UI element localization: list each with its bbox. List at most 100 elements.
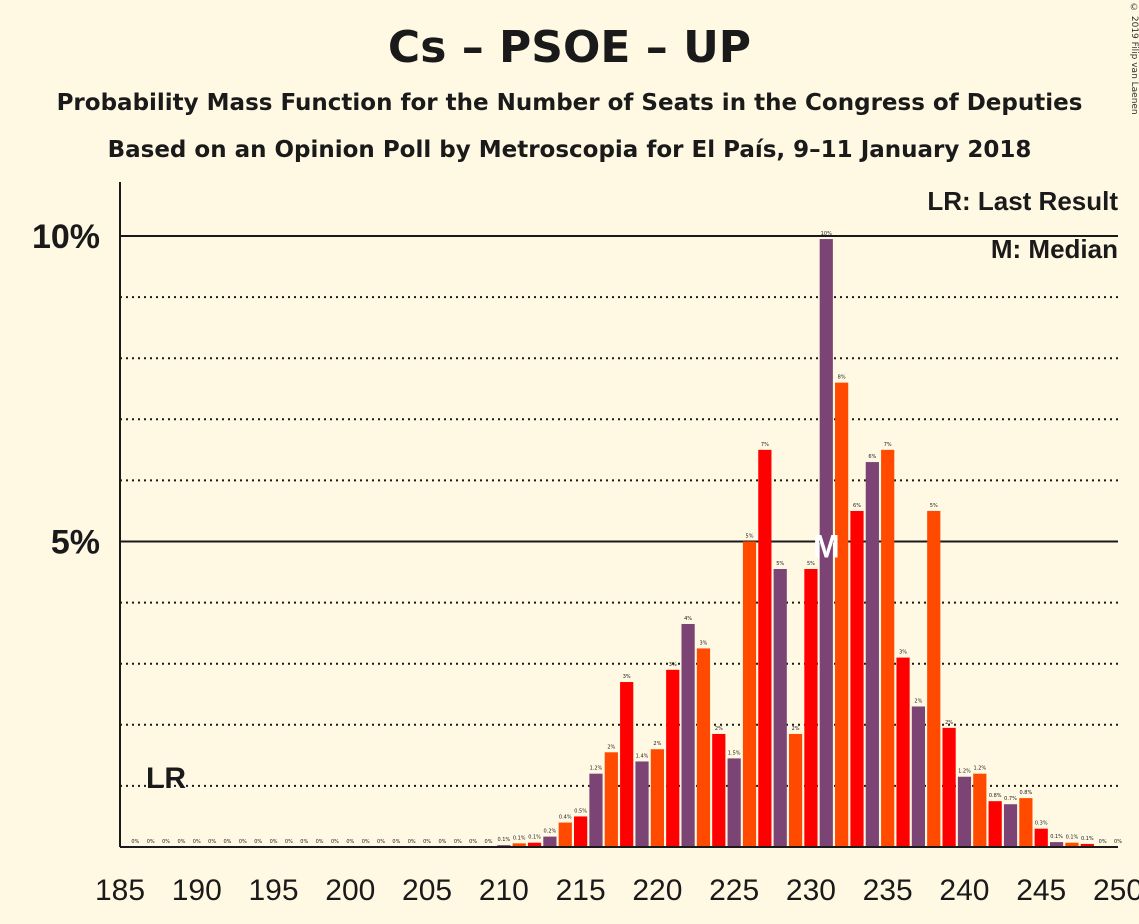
bar-label: 0% (162, 839, 170, 845)
gridlines (120, 235, 1118, 787)
x-tick-label: 205 (402, 874, 452, 907)
bar-label: 0% (177, 839, 185, 845)
bar-seat-222 (681, 623, 695, 847)
bar-seat-224 (712, 733, 726, 847)
bar-seat-231 (819, 239, 833, 847)
bar-seat-237 (911, 706, 926, 847)
bar-seat-228 (773, 568, 787, 847)
bar-seat-211 (512, 843, 526, 847)
bar-seat-225 (727, 758, 741, 847)
bar-label: 0% (1114, 839, 1122, 845)
bar-label: 1.2% (958, 769, 971, 775)
last-result-marker: LR (146, 762, 186, 795)
x-tick-label: 240 (939, 874, 989, 907)
bar-label: 0.1% (528, 835, 541, 841)
bar-label: 0% (454, 839, 462, 845)
median-marker: M (813, 529, 840, 565)
bar-label: 3% (699, 640, 707, 646)
bar-label: 0% (408, 839, 416, 845)
chart-subtitle: Probability Mass Function for the Number… (56, 90, 1083, 116)
bar-label: 0% (423, 839, 431, 845)
bar-seat-247 (1065, 842, 1079, 847)
bar-seat-215 (574, 816, 588, 847)
bar-seat-232 (835, 382, 849, 847)
bar-seat-241 (973, 773, 987, 847)
bar-seat-219 (635, 761, 649, 847)
x-tick-label: 225 (709, 874, 759, 907)
bar-label: 1.4% (636, 753, 649, 759)
bar-value-labels: 0% 0% 0% 0% 0% 0% 0% 0% 0% 0% 0% 0% 0% 0% 0% 0% 0% 0% 0% 0%… (131, 231, 1122, 845)
bar-seat-223 (696, 648, 711, 847)
bar-label: 3% (899, 650, 907, 656)
bar-seat-233 (850, 510, 864, 847)
bar-label: 0% (469, 839, 477, 845)
x-tick-label: 235 (863, 874, 913, 907)
bar-label: 0.7% (1004, 796, 1017, 802)
bar-seat-236 (896, 657, 910, 847)
bar-seat-239 (942, 727, 956, 847)
bar-seat-248 (1080, 843, 1094, 847)
x-tick-label: 195 (249, 874, 299, 907)
bars (497, 239, 1094, 847)
bar-label: 0% (193, 839, 201, 845)
bar-seat-229 (788, 733, 803, 847)
bar-label: 0.8% (1020, 790, 1033, 796)
x-tick-label: 230 (786, 874, 836, 907)
chart-source-subtitle: Based on an Opinion Poll by Metroscopia … (107, 137, 1032, 163)
copyright-notice: © 2019 Filip van Laenen (1129, 3, 1139, 115)
bar-label: 0.2% (544, 829, 557, 835)
bar-label: 0% (254, 839, 262, 845)
bar-seat-246 (1049, 842, 1064, 847)
bar-label: 5% (776, 561, 784, 567)
bar-label: 0% (270, 839, 278, 845)
bar-label: 0% (346, 839, 354, 845)
x-tick-label: 185 (95, 874, 145, 907)
bar-label: 8% (838, 375, 846, 381)
x-tick-label: 220 (632, 874, 682, 907)
bar-seat-234 (865, 462, 879, 847)
axes (119, 182, 1118, 848)
bar-label: 0% (392, 839, 400, 845)
bar-seat-242 (988, 801, 1002, 847)
bar-label: 6% (853, 503, 861, 509)
bar-label: 2% (607, 744, 615, 750)
bar-label: 3% (623, 674, 631, 680)
bar-label: 2% (715, 726, 723, 732)
bar-label: 0% (1099, 839, 1107, 845)
bar-seat-230 (804, 568, 818, 847)
bar-label: 0.1% (1066, 835, 1079, 841)
bar-label: 2% (792, 726, 800, 732)
bar-seat-212 (527, 842, 542, 847)
x-tick-label: 210 (479, 874, 529, 907)
bar-label: 0% (331, 839, 339, 845)
y-tick-labels: 5% 10% (32, 218, 100, 562)
bar-seat-213 (543, 836, 557, 847)
bar-seat-218 (620, 682, 634, 847)
bar-seat-227 (758, 449, 772, 847)
bar-label: 0% (239, 839, 247, 845)
legend-median: M: Median (991, 234, 1118, 264)
bar-label: 3% (669, 662, 677, 668)
bar-label: 0.8% (989, 793, 1002, 799)
bar-label: 0.1% (1081, 836, 1094, 842)
bar-label: 0.1% (513, 835, 526, 841)
bar-label: 0% (362, 839, 370, 845)
bar-seat-238 (927, 510, 941, 847)
bar-label: 5% (930, 503, 938, 509)
bar-label: 0% (224, 839, 232, 845)
x-tick-label: 190 (172, 874, 222, 907)
x-tick-label: 215 (556, 874, 606, 907)
bar-seat-221 (666, 669, 680, 847)
bar-seat-214 (558, 822, 572, 847)
bar-label: 0% (485, 839, 493, 845)
bar-seat-245 (1034, 828, 1048, 847)
bar-label: 6% (868, 454, 876, 460)
bar-label: 5% (746, 534, 754, 540)
chart-title: Cs – PSOE – UP (387, 22, 752, 73)
bar-label: 1.5% (728, 750, 741, 756)
y-tick-label: 5% (51, 524, 100, 562)
bar-label: 0% (285, 839, 293, 845)
bar-label: 5% (807, 561, 815, 567)
bar-label: 0% (147, 839, 155, 845)
bar-label: 2% (914, 698, 922, 704)
